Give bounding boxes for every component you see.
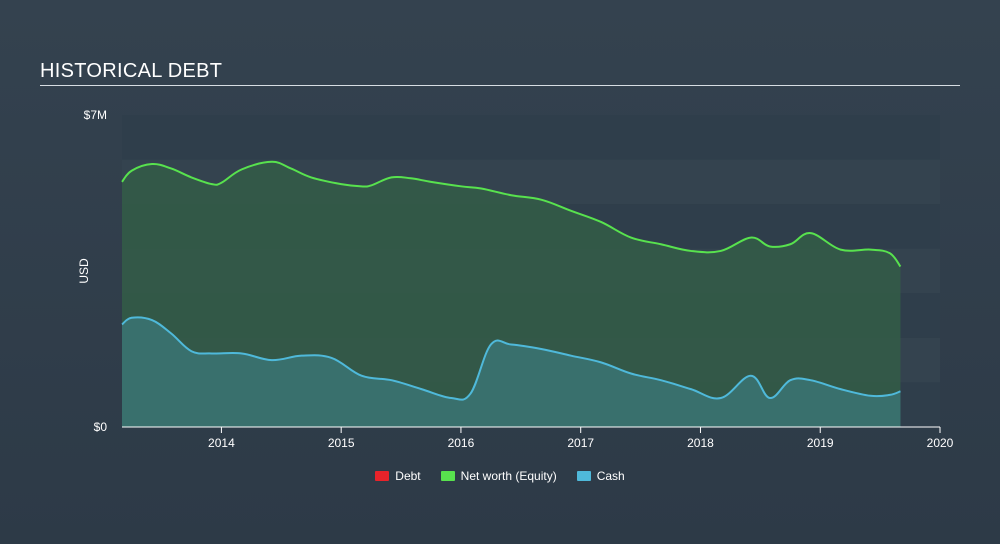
x-tick-label: 2014 xyxy=(208,436,235,450)
x-tick-label: 2017 xyxy=(567,436,594,450)
series-areas xyxy=(121,160,902,428)
legend-swatch-cash xyxy=(576,471,591,481)
legend-item-equity[interactable]: Net worth (Equity) xyxy=(440,469,557,483)
x-ticks: 2014 2015 2016 2017 2018 2019 2020 xyxy=(208,427,954,450)
x-tick-label: 2015 xyxy=(328,436,355,450)
legend-item-debt[interactable]: Debt xyxy=(375,469,421,483)
x-tick-label: 2016 xyxy=(448,436,475,450)
legend: Debt Net worth (Equity) Cash xyxy=(0,469,1000,483)
title-divider xyxy=(40,85,960,86)
legend-swatch-equity xyxy=(440,471,455,481)
legend-label-debt: Debt xyxy=(395,469,421,483)
legend-item-cash[interactable]: Cash xyxy=(576,469,625,483)
x-tick-label: 2019 xyxy=(807,436,834,450)
y-tick-label-bottom: $0 xyxy=(94,420,108,434)
grid-band xyxy=(122,115,940,160)
area-cash xyxy=(122,317,901,427)
legend-label-equity: Net worth (Equity) xyxy=(460,469,557,483)
legend-label-cash: Cash xyxy=(596,469,625,483)
chart-title: HISTORICAL DEBT xyxy=(40,60,223,82)
y-tick-label-top: $7M xyxy=(84,108,107,122)
x-tick-label: 2020 xyxy=(927,436,954,450)
legend-swatch-debt xyxy=(375,471,390,481)
line-cash xyxy=(121,316,901,401)
line-equity xyxy=(121,160,902,268)
y-axis-label: USD xyxy=(77,258,91,284)
x-tick-label: 2018 xyxy=(687,436,714,450)
